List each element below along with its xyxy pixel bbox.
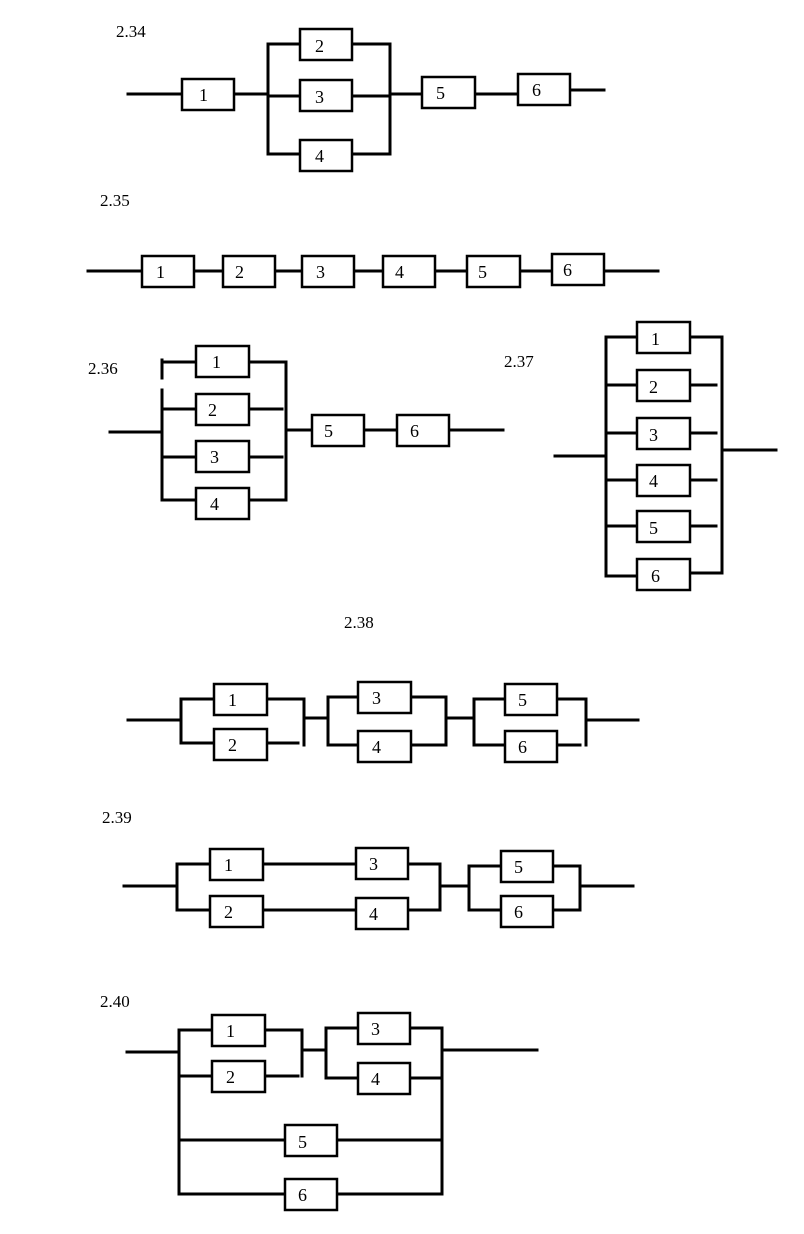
block-4: 4 bbox=[635, 463, 692, 498]
diagram-2-40: 2.40 1 2 3 4 5 6 bbox=[100, 992, 539, 1212]
svg-text:3: 3 bbox=[372, 688, 381, 708]
block-1: 1 bbox=[194, 344, 251, 379]
svg-text:1: 1 bbox=[199, 85, 208, 105]
svg-text:1: 1 bbox=[224, 855, 233, 875]
block-2: 2 bbox=[635, 368, 692, 403]
block-1: 1 bbox=[212, 682, 269, 717]
svg-text:5: 5 bbox=[324, 421, 333, 441]
block-5: 5 bbox=[635, 509, 692, 544]
block-6: 6 bbox=[550, 252, 606, 287]
block-6: 6 bbox=[283, 1177, 339, 1212]
block-3: 3 bbox=[300, 254, 356, 289]
svg-text:1: 1 bbox=[212, 352, 221, 372]
block-1: 1 bbox=[635, 320, 692, 355]
svg-text:6: 6 bbox=[410, 421, 419, 441]
diagram-2-34: 2.34 1 2 3 4 5 6 bbox=[116, 22, 606, 173]
block-6: 6 bbox=[395, 413, 451, 448]
svg-text:4: 4 bbox=[395, 262, 404, 282]
diagram-label: 2.34 bbox=[116, 22, 146, 41]
block-3: 3 bbox=[356, 680, 413, 715]
diagram-2-39: 2.39 1 2 3 4 5 6 bbox=[102, 808, 635, 931]
svg-text:6: 6 bbox=[518, 737, 527, 757]
svg-text:2: 2 bbox=[228, 735, 237, 755]
block-3: 3 bbox=[354, 846, 410, 881]
svg-text:1: 1 bbox=[226, 1021, 235, 1041]
svg-text:3: 3 bbox=[316, 262, 325, 282]
block-5: 5 bbox=[499, 849, 555, 884]
svg-text:4: 4 bbox=[315, 146, 324, 166]
block-4: 4 bbox=[194, 486, 251, 521]
block-5: 5 bbox=[420, 75, 477, 110]
block-2: 2 bbox=[208, 894, 265, 929]
svg-text:1: 1 bbox=[651, 329, 660, 349]
block-1: 1 bbox=[140, 254, 196, 289]
svg-text:5: 5 bbox=[436, 83, 445, 103]
svg-text:6: 6 bbox=[514, 902, 523, 922]
svg-text:2: 2 bbox=[235, 262, 244, 282]
diagram-label: 2.40 bbox=[100, 992, 130, 1011]
block-2: 2 bbox=[221, 254, 277, 289]
diagram-2-37: 2.37 1 2 3 4 5 6 bbox=[504, 320, 778, 592]
svg-text:5: 5 bbox=[518, 690, 527, 710]
svg-text:2: 2 bbox=[315, 36, 324, 56]
diagram-label: 2.37 bbox=[504, 352, 534, 371]
diagram-2-35: 2.35 1 2 3 4 5 6 bbox=[86, 191, 660, 289]
block-1: 1 bbox=[210, 1013, 267, 1048]
block-4: 4 bbox=[354, 896, 410, 931]
block-2: 2 bbox=[194, 392, 251, 427]
block-5: 5 bbox=[310, 413, 366, 448]
svg-text:2: 2 bbox=[224, 902, 233, 922]
block-4: 4 bbox=[298, 138, 354, 173]
diagram-2-36: 2.36 1 2 3 4 5 6 bbox=[88, 344, 505, 521]
block-1: 1 bbox=[180, 77, 236, 112]
block-6: 6 bbox=[516, 72, 572, 107]
block-3: 3 bbox=[194, 439, 251, 474]
svg-text:5: 5 bbox=[514, 857, 523, 877]
block-6: 6 bbox=[503, 729, 559, 764]
svg-text:5: 5 bbox=[298, 1132, 307, 1152]
svg-text:3: 3 bbox=[210, 447, 219, 467]
diagram-label: 2.39 bbox=[102, 808, 132, 827]
svg-text:5: 5 bbox=[649, 518, 658, 538]
svg-text:3: 3 bbox=[649, 425, 658, 445]
block-1: 1 bbox=[208, 847, 265, 882]
block-3: 3 bbox=[635, 416, 692, 451]
svg-text:3: 3 bbox=[371, 1019, 380, 1039]
block-2: 2 bbox=[298, 27, 354, 62]
svg-text:5: 5 bbox=[478, 262, 487, 282]
svg-text:4: 4 bbox=[372, 737, 381, 757]
svg-text:1: 1 bbox=[228, 690, 237, 710]
block-6: 6 bbox=[635, 557, 692, 592]
svg-text:1: 1 bbox=[156, 262, 165, 282]
diagram-label: 2.36 bbox=[88, 359, 118, 378]
svg-text:2: 2 bbox=[226, 1067, 235, 1087]
block-3: 3 bbox=[356, 1011, 412, 1046]
block-5: 5 bbox=[503, 682, 559, 717]
block-3: 3 bbox=[298, 78, 354, 113]
svg-text:4: 4 bbox=[210, 494, 219, 514]
svg-text:4: 4 bbox=[369, 904, 378, 924]
svg-text:6: 6 bbox=[298, 1185, 307, 1205]
svg-text:6: 6 bbox=[532, 80, 541, 100]
block-5: 5 bbox=[283, 1123, 339, 1158]
block-2: 2 bbox=[210, 1059, 267, 1094]
svg-text:3: 3 bbox=[315, 87, 324, 107]
diagram-label: 2.38 bbox=[344, 613, 374, 632]
block-5: 5 bbox=[465, 254, 522, 289]
svg-text:4: 4 bbox=[649, 471, 658, 491]
diagram-2-38: 2.38 1 2 3 4 5 6 bbox=[126, 613, 640, 764]
svg-text:3: 3 bbox=[369, 854, 378, 874]
svg-text:2: 2 bbox=[649, 377, 658, 397]
svg-text:4: 4 bbox=[371, 1069, 380, 1089]
block-2: 2 bbox=[212, 727, 269, 762]
diagram-label: 2.35 bbox=[100, 191, 130, 210]
svg-text:6: 6 bbox=[563, 260, 572, 280]
block-6: 6 bbox=[499, 894, 555, 929]
svg-text:6: 6 bbox=[651, 566, 660, 586]
block-4: 4 bbox=[356, 1061, 412, 1096]
block-4: 4 bbox=[381, 254, 437, 289]
block-4: 4 bbox=[356, 729, 413, 764]
svg-text:2: 2 bbox=[208, 400, 217, 420]
